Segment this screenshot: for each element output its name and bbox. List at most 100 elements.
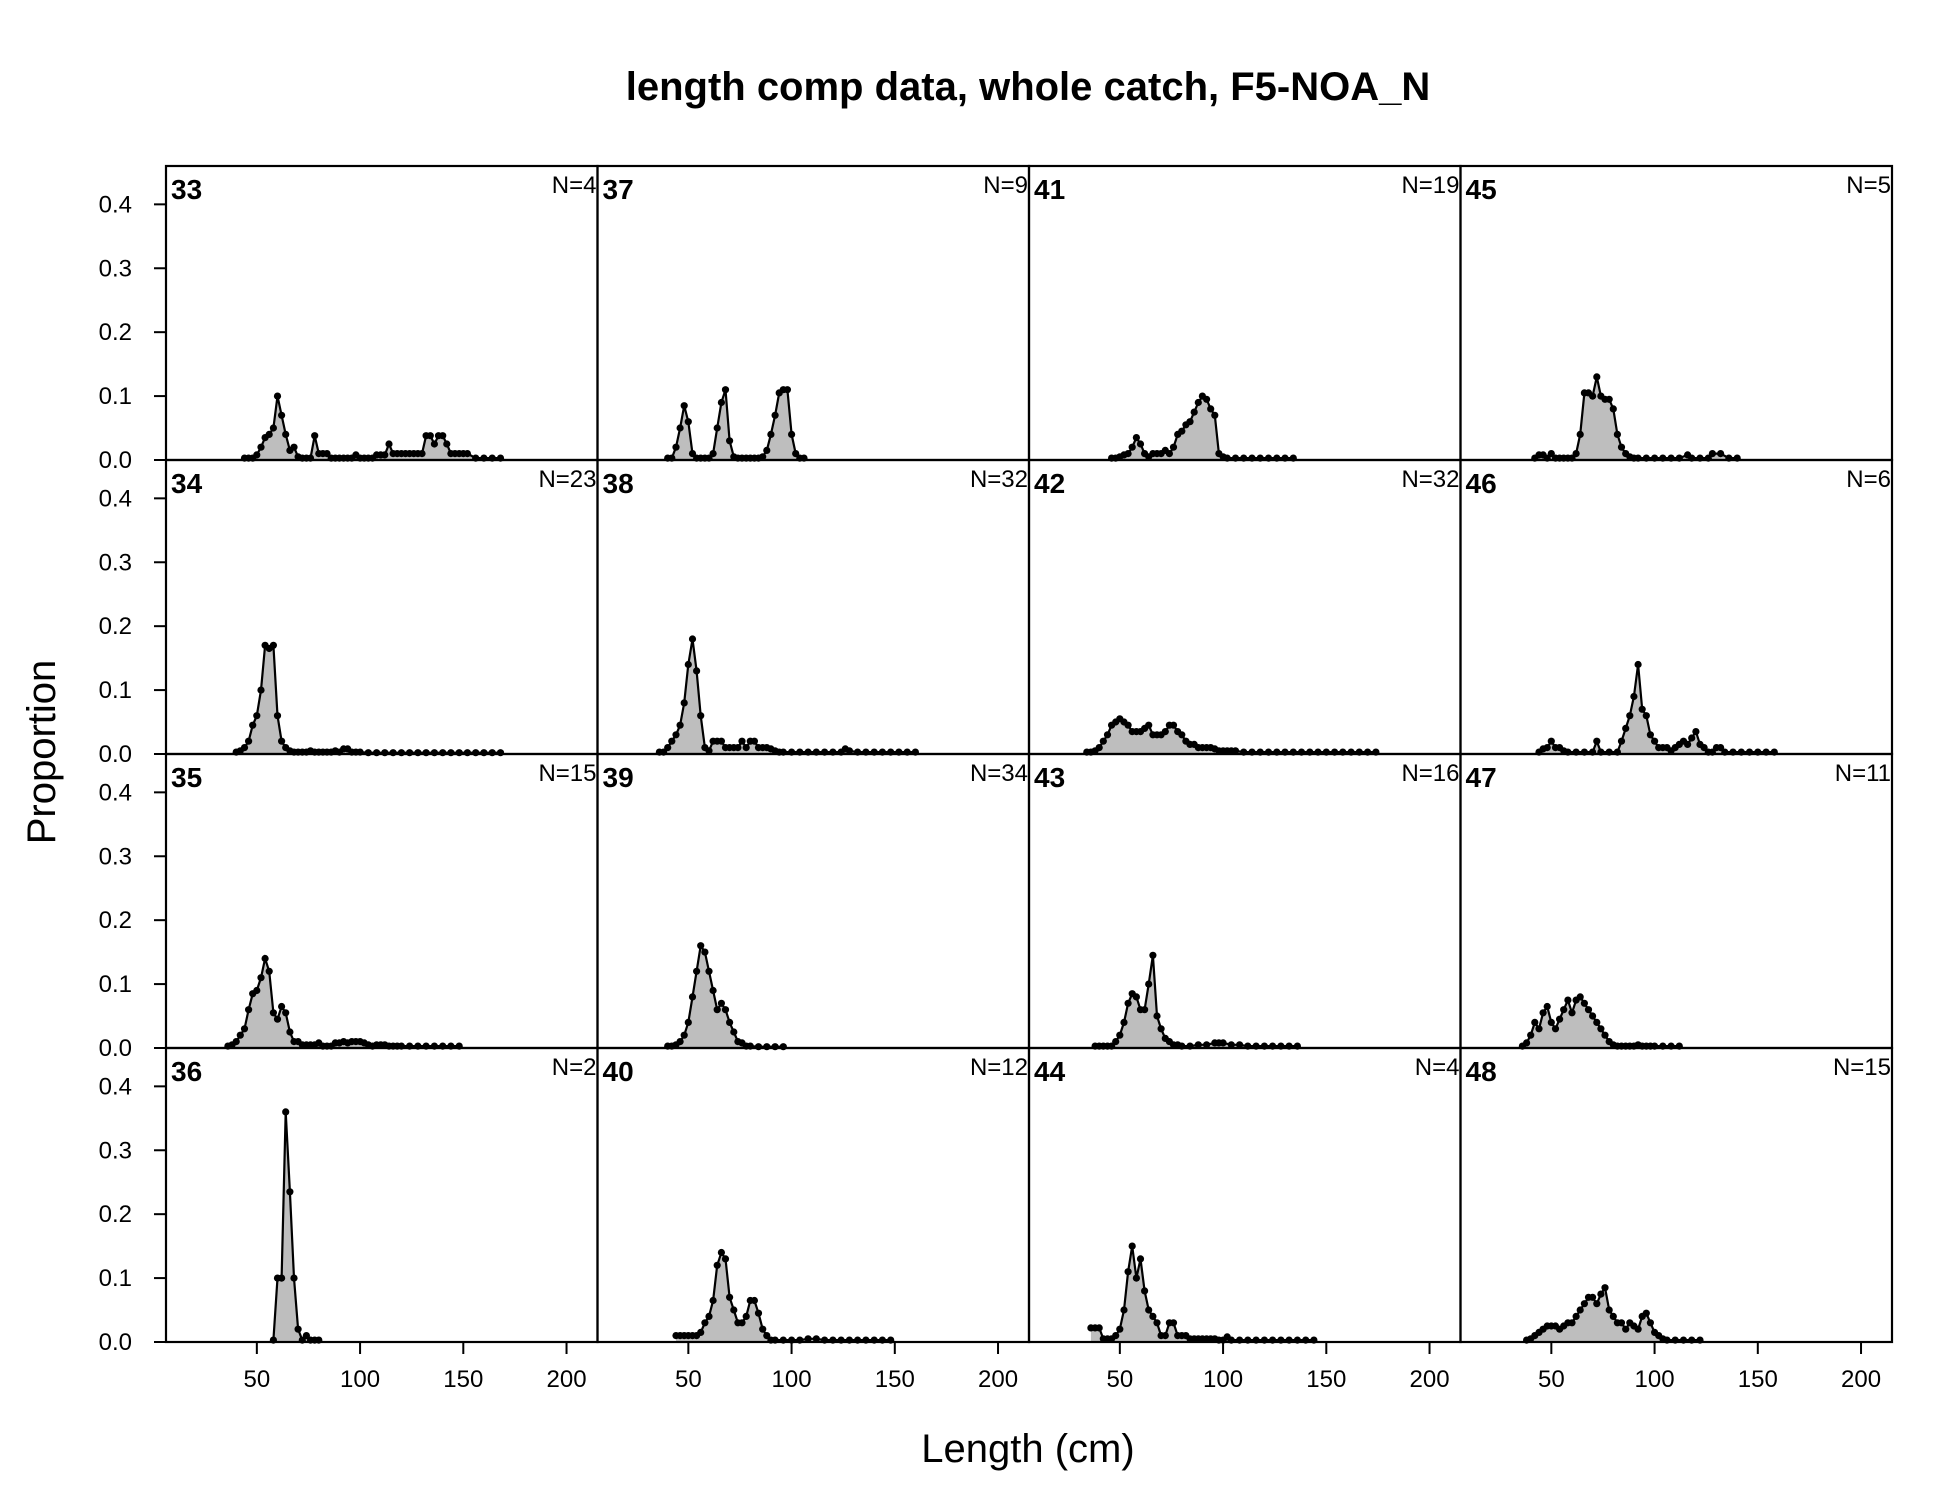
data-point: [1523, 1039, 1531, 1047]
data-point: [286, 1028, 294, 1036]
data-point: [742, 1312, 750, 1320]
data-point: [240, 744, 249, 752]
data-point: [278, 411, 286, 419]
panel-sample-size: N=12: [970, 1054, 1028, 1081]
panel-41: 41 N=19: [1027, 164, 1462, 462]
data-point: [1116, 1031, 1124, 1039]
panel-year-label: 41: [1034, 174, 1065, 205]
panel-sample-size: N=16: [1401, 760, 1459, 787]
data-point: [1638, 705, 1646, 713]
data-point: [1630, 692, 1638, 701]
x-axis-title: Length (cm): [921, 1427, 1134, 1471]
y-tick-label: 0.3: [99, 843, 132, 870]
data-point: [286, 1188, 294, 1196]
data-point: [1120, 1018, 1128, 1026]
data-point: [430, 440, 438, 448]
panel-year-label: 33: [171, 174, 202, 205]
data-point: [1095, 1324, 1103, 1332]
data-point: [1236, 1041, 1244, 1049]
data-point: [788, 430, 796, 438]
data-point: [253, 986, 261, 995]
x-tick-label: 100: [772, 1366, 812, 1393]
area-fill: [1526, 1287, 1700, 1342]
data-point: [726, 437, 734, 445]
panel-year-label: 37: [603, 174, 634, 205]
data-point: [269, 1009, 277, 1017]
data-point: [684, 1018, 692, 1026]
data-point: [1194, 1041, 1202, 1049]
data-point: [701, 948, 709, 956]
data-point: [1609, 1312, 1617, 1320]
data-point: [1531, 1018, 1539, 1026]
x-tick-label: 100: [1203, 1366, 1243, 1393]
data-point: [697, 712, 705, 720]
data-point: [1132, 1274, 1140, 1282]
data-point: [1609, 405, 1617, 413]
data-point: [1124, 1268, 1132, 1276]
data-point: [290, 443, 298, 451]
panel-sample-size: N=15: [1833, 1054, 1891, 1081]
data-point: [1539, 1009, 1547, 1017]
panel-sample-size: N=15: [538, 760, 596, 787]
data-point: [688, 635, 697, 643]
data-point: [496, 749, 505, 757]
panel-34: 34 N=23 0.0 0.1 0.2 0.3 0.4: [99, 458, 599, 768]
data-point: [397, 749, 405, 757]
data-point: [845, 747, 854, 755]
data-point: [1103, 731, 1112, 739]
panel-year-label: 44: [1034, 1056, 1066, 1087]
data-point: [373, 749, 381, 757]
panel-sample-size: N=5: [1846, 172, 1891, 199]
data-point: [439, 749, 447, 757]
data-point: [1145, 1306, 1153, 1314]
data-point: [1190, 408, 1198, 416]
y-tick-label: 0.3: [99, 1137, 132, 1164]
data-point: [676, 424, 684, 432]
data-point: [717, 398, 726, 407]
data-point: [1580, 999, 1588, 1007]
data-point: [676, 1038, 684, 1046]
data-point: [1646, 1319, 1654, 1327]
data-point: [1593, 737, 1601, 745]
x-tick-label: 150: [443, 1366, 483, 1393]
data-point: [1136, 440, 1145, 448]
data-point: [282, 1009, 290, 1017]
area-fill: [676, 1252, 891, 1342]
data-point: [783, 386, 792, 394]
data-point: [261, 954, 269, 963]
panel-sample-size: N=2: [552, 1054, 597, 1081]
panel-40: 40 N=12 50 100 150 200: [596, 1046, 1031, 1393]
data-point: [1169, 721, 1178, 729]
data-point: [253, 712, 261, 720]
data-point: [1642, 1309, 1650, 1317]
data-point: [488, 749, 496, 757]
data-point: [680, 402, 688, 410]
data-point: [759, 1325, 767, 1333]
data-point: [1589, 1012, 1597, 1020]
data-point: [257, 686, 265, 694]
data-point: [688, 993, 697, 1001]
data-point: [1684, 740, 1692, 749]
data-point: [705, 967, 713, 975]
data-point: [1576, 430, 1584, 438]
data-point: [684, 660, 692, 669]
y-tick-label: 0.1: [99, 1265, 132, 1292]
area-fill: [667, 945, 784, 1048]
y-tick-label: 0.2: [99, 613, 132, 640]
data-point: [1556, 1015, 1564, 1023]
data-point: [1589, 392, 1597, 400]
panel-sample-size: N=23: [538, 466, 596, 493]
panel-sample-size: N=32: [970, 466, 1028, 493]
data-point: [1153, 1319, 1161, 1327]
data-point: [1593, 1300, 1601, 1308]
data-point: [1617, 1319, 1626, 1327]
data-point: [754, 1309, 763, 1317]
panel-43: 43 N=16: [1027, 752, 1462, 1050]
data-point: [1593, 1018, 1601, 1026]
data-point: [1589, 1293, 1597, 1301]
data-point: [742, 744, 750, 752]
panel-38: 38 N=32: [596, 458, 1031, 756]
data-point: [693, 667, 701, 675]
data-point: [282, 430, 290, 438]
data-point: [1203, 1041, 1211, 1049]
